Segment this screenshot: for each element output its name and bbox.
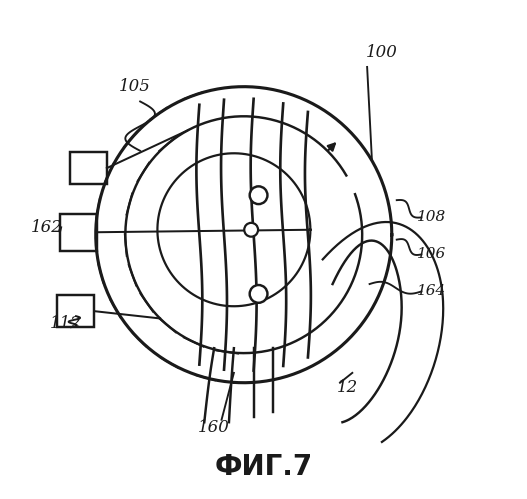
Text: 162: 162 <box>31 219 62 236</box>
Circle shape <box>244 223 258 237</box>
Circle shape <box>250 285 267 303</box>
Text: 164: 164 <box>417 284 446 298</box>
Circle shape <box>250 186 267 204</box>
Text: ФИГ.7: ФИГ.7 <box>214 453 313 481</box>
Text: 105: 105 <box>119 78 151 95</box>
Text: 100: 100 <box>366 43 398 60</box>
Text: 106: 106 <box>417 248 446 261</box>
Text: 12: 12 <box>337 379 358 396</box>
Text: 160: 160 <box>198 419 230 436</box>
Text: 112: 112 <box>50 315 82 332</box>
Text: 108: 108 <box>417 211 446 225</box>
